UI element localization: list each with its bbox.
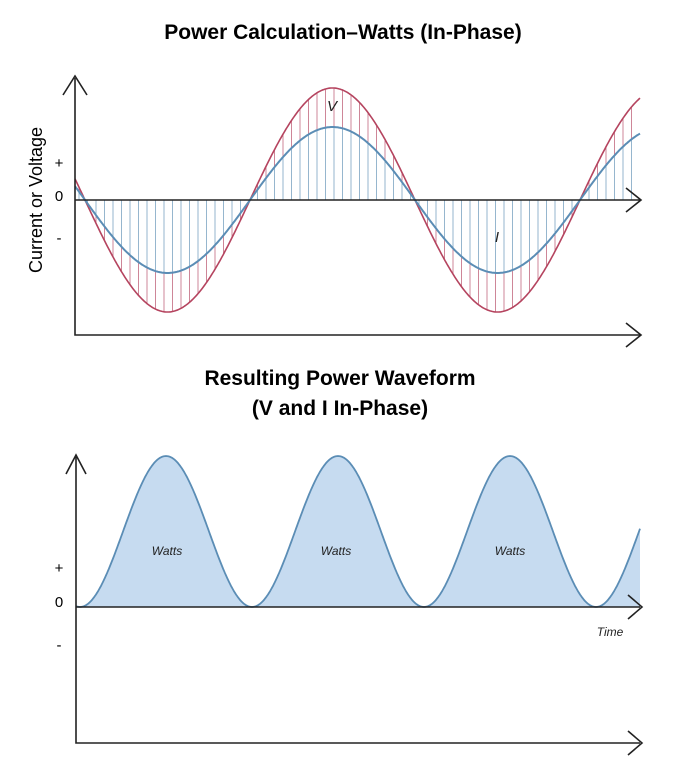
bottom-title-line1: Resulting Power Waveform [204, 367, 475, 390]
current-label: I [495, 229, 499, 246]
power-area [76, 456, 640, 607]
y-axis-label: Current or Voltage [26, 127, 46, 273]
watts-label: Watts [495, 544, 525, 558]
tick-minus: - [57, 230, 62, 247]
bottom-x-arrow [627, 730, 644, 756]
tick-minus: - [57, 637, 62, 654]
top-title: Power Calculation–Watts (In-Phase) [164, 21, 521, 44]
bottom-y-arrow [65, 453, 87, 475]
watts-label: Watts [321, 544, 351, 558]
top-axes [74, 78, 640, 336]
power-curve [75, 455, 641, 608]
top-zero-axis [75, 187, 643, 213]
bottom-zero-axis [76, 594, 644, 620]
top-x-arrow [625, 322, 643, 348]
current-curve [74, 126, 641, 274]
tick-zero: 0 [55, 188, 63, 205]
hatch-lines [78, 88, 632, 312]
tick-plus: + [55, 155, 64, 172]
voltage-curve [74, 87, 641, 313]
watts-label: Watts [152, 544, 182, 558]
voltage-label: V [327, 98, 339, 115]
bottom-axes [75, 457, 640, 744]
bottom-title-line2: (V and I In-Phase) [252, 397, 428, 420]
tick-zero: 0 [55, 594, 63, 611]
top-y-arrow [62, 74, 88, 96]
time-label: Time [597, 625, 624, 639]
tick-plus: + [55, 560, 64, 577]
